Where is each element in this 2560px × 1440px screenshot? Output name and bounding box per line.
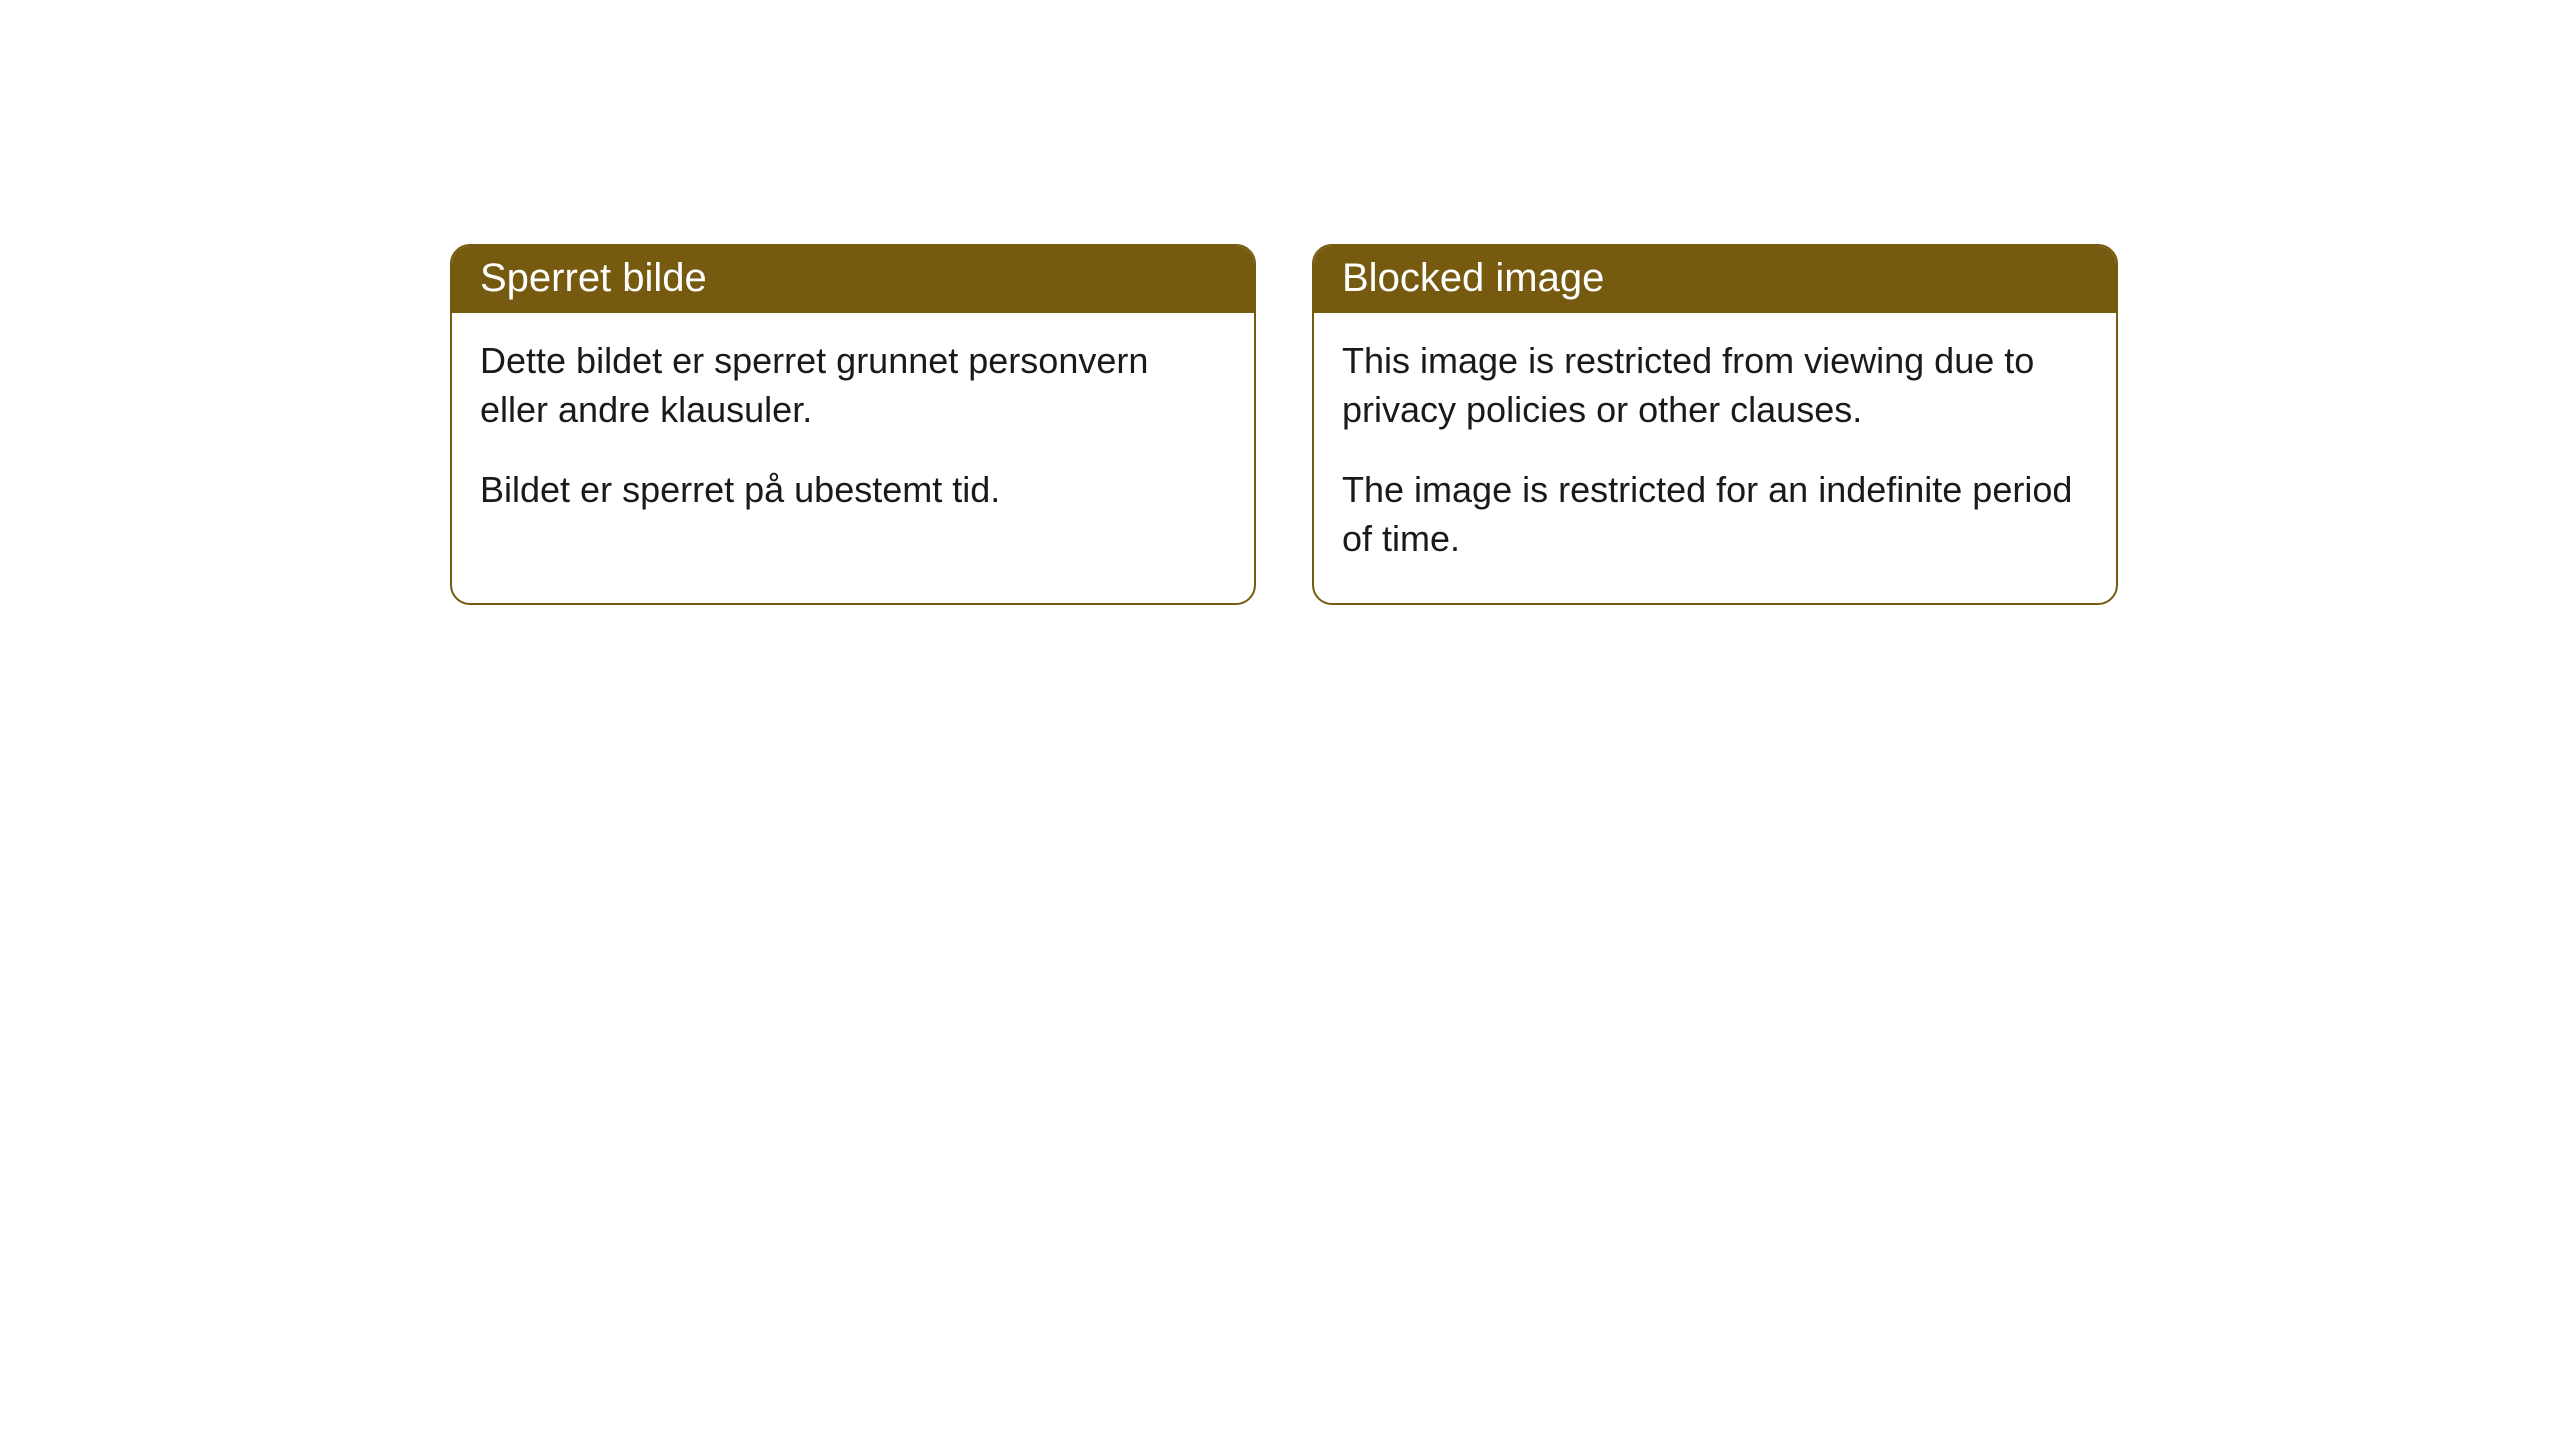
card-paragraph-2: Bildet er sperret på ubestemt tid. (480, 466, 1226, 515)
notice-cards-container: Sperret bilde Dette bildet er sperret gr… (450, 244, 2118, 605)
card-paragraph-1: This image is restricted from viewing du… (1342, 337, 2088, 434)
card-body-norwegian: Dette bildet er sperret grunnet personve… (452, 313, 1254, 555)
card-title: Blocked image (1342, 256, 1604, 300)
blocked-image-card-english: Blocked image This image is restricted f… (1312, 244, 2118, 605)
blocked-image-card-norwegian: Sperret bilde Dette bildet er sperret gr… (450, 244, 1256, 605)
card-header-norwegian: Sperret bilde (452, 246, 1254, 313)
card-title: Sperret bilde (480, 256, 707, 300)
card-body-english: This image is restricted from viewing du… (1314, 313, 2116, 603)
card-paragraph-1: Dette bildet er sperret grunnet personve… (480, 337, 1226, 434)
card-header-english: Blocked image (1314, 246, 2116, 313)
card-paragraph-2: The image is restricted for an indefinit… (1342, 466, 2088, 563)
